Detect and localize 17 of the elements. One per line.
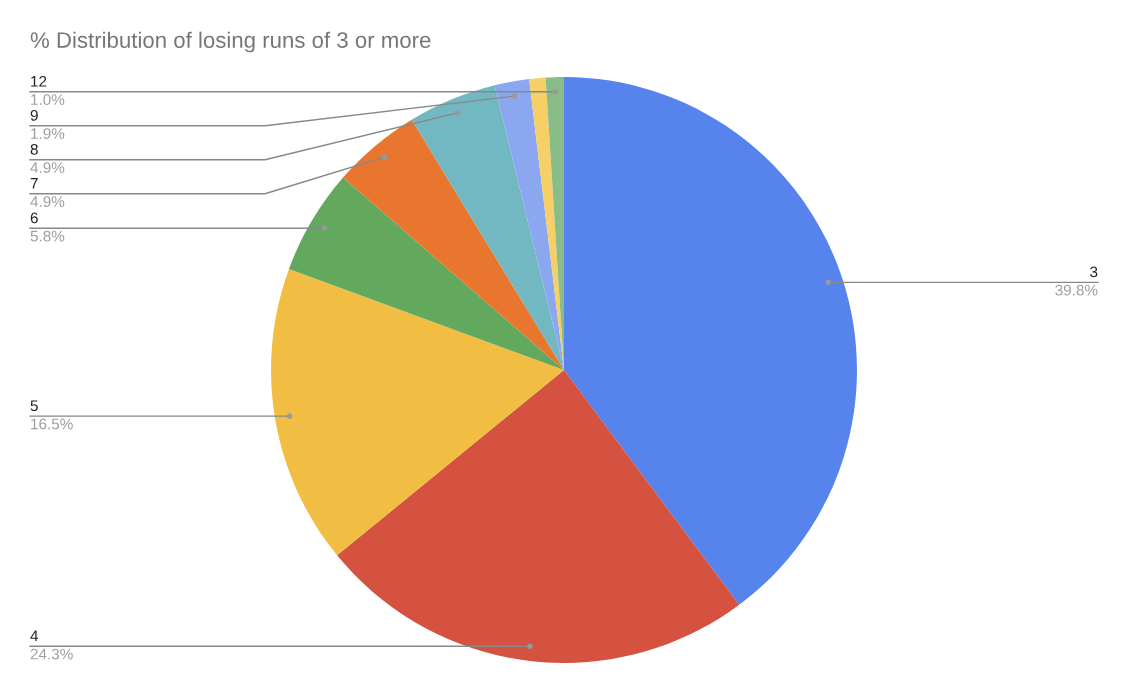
data-label: 5.8% — [30, 230, 65, 242]
slice-label: 9 — [30, 109, 38, 121]
data-label: 1.0% — [31, 94, 65, 106]
slice-label: 3 — [1090, 266, 1098, 278]
data-label: 4.9% — [30, 162, 65, 174]
slice-label: 6 — [30, 212, 38, 224]
data-label: 24.3% — [30, 648, 73, 660]
slice-label: 5 — [30, 400, 38, 412]
slice-label: 7 — [30, 178, 38, 189]
data-label: 1.9% — [31, 128, 65, 140]
data-label: 39.8% — [1055, 284, 1098, 296]
data-label: 4.9% — [30, 196, 65, 208]
data-label: 16.5% — [31, 418, 73, 430]
slice-label: 12 — [31, 75, 47, 87]
slice-label: 8 — [30, 143, 38, 155]
slice-label: 4 — [30, 630, 39, 642]
chart-title: % Distribution of losing runs of 3 or more — [30, 31, 431, 53]
